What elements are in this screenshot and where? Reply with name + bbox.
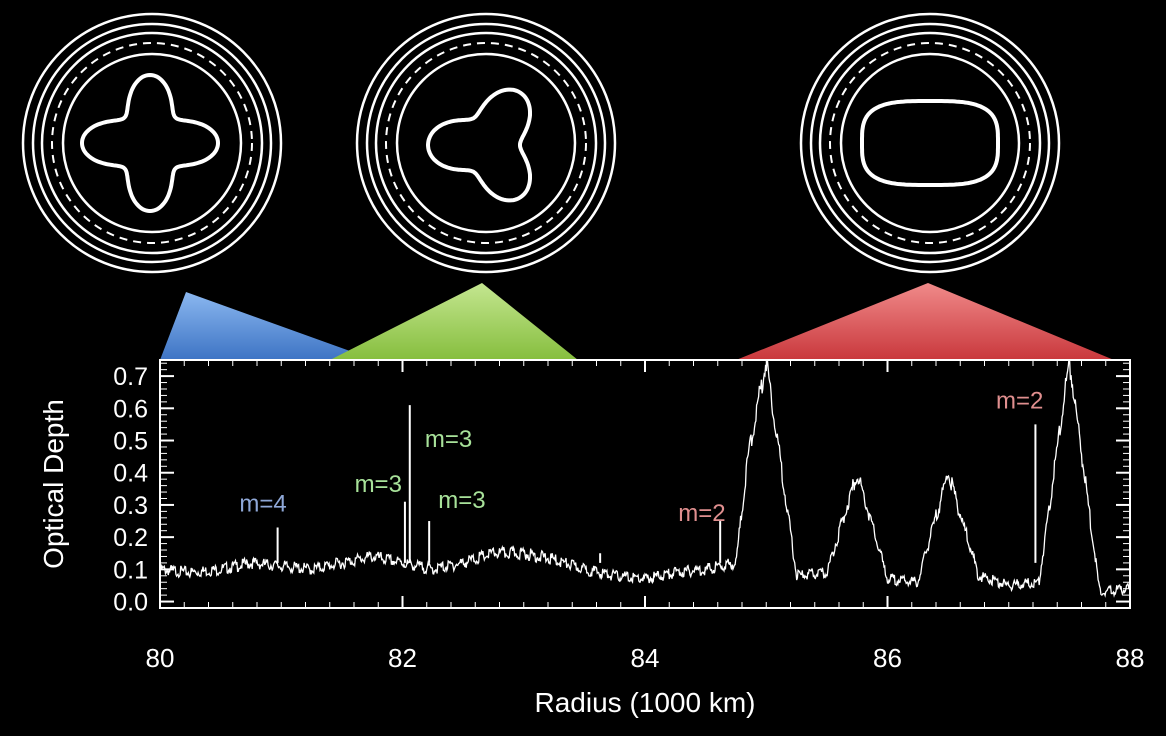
x-tick-label: 84 — [631, 643, 660, 673]
ring-circle — [809, 22, 1051, 264]
ring-dashed-circle — [51, 42, 253, 244]
ring-circle — [40, 31, 264, 255]
wedge-m4 — [160, 292, 375, 360]
annotation-0: m=4 — [239, 490, 286, 517]
axis-tick-labels: 80 82 84 86 88 0.0 0.1 0.2 0.3 0.4 0.5 0.6 0.7 — [113, 363, 1144, 673]
optical-depth-trace — [160, 360, 1130, 598]
y-tick-label: 0.0 — [113, 589, 148, 617]
ring-circle — [799, 12, 1061, 274]
mode-annotations: m=4 m=3 m=3 m=3 m=2 m=2 — [239, 387, 1043, 527]
series-line-0 — [160, 360, 1130, 598]
ring-circle — [374, 31, 598, 255]
ring-dashed-circle — [829, 42, 1031, 244]
x-tick-label: 82 — [388, 643, 417, 673]
ring-diagram-m2 — [799, 12, 1061, 274]
ring-circle — [31, 22, 273, 264]
ring-circle — [355, 12, 617, 274]
perturbed-ring-edge — [79, 72, 221, 214]
ring-circle — [61, 52, 243, 234]
ring-circle — [839, 52, 1021, 234]
y-tick-label: 0.2 — [113, 524, 148, 552]
annotation-3: m=3 — [438, 487, 485, 514]
ring-circle — [395, 52, 577, 234]
wedge-m2 — [736, 283, 1114, 360]
perturbed-ring-edge — [860, 99, 1000, 187]
ring-circle — [365, 22, 607, 264]
y-axis-label: Optical Depth — [38, 399, 69, 569]
x-tick-label: 88 — [1116, 643, 1145, 673]
annotation-2: m=3 — [425, 426, 472, 453]
y-tick-label: 0.1 — [113, 556, 148, 584]
x-axis-label: Radius (1000 km) — [535, 687, 756, 718]
wedge-m3 — [330, 283, 578, 360]
plot-area — [159, 359, 1131, 609]
ring-circle — [818, 31, 1042, 255]
ring-diagram-m4 — [21, 12, 283, 274]
axis-ticks — [159, 360, 1131, 608]
y-tick-label: 0.7 — [113, 363, 148, 391]
x-tick-label: 80 — [146, 643, 175, 673]
y-tick-label: 0.6 — [113, 395, 148, 423]
ring-diagram-m3 — [355, 12, 617, 274]
x-tick-label: 86 — [873, 643, 902, 673]
perturbed-ring-edge — [425, 87, 532, 203]
resonance-wedges — [160, 283, 1114, 360]
ring-shape-diagrams — [21, 12, 1061, 274]
y-tick-label: 0.4 — [113, 460, 148, 488]
y-tick-label: 0.5 — [113, 428, 148, 456]
annotation-4: m=2 — [678, 500, 725, 527]
ring-circle — [21, 12, 283, 274]
y-tick-label: 0.3 — [113, 492, 148, 520]
ring-dashed-circle — [385, 42, 587, 244]
annotation-5: m=2 — [996, 387, 1043, 414]
annotation-1: m=3 — [355, 471, 402, 498]
